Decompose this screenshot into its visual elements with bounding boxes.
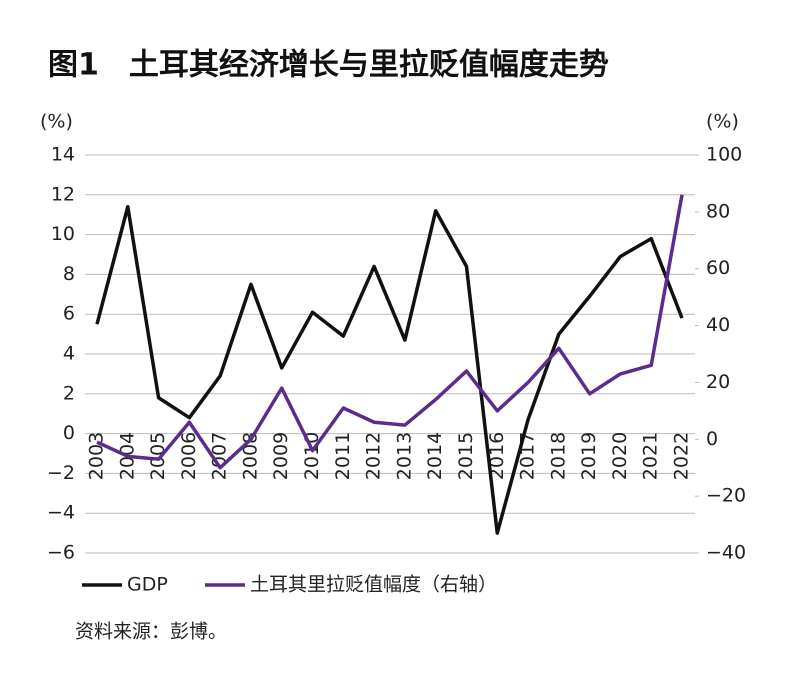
legend-label: 土耳其里拉贬值幅度（右轴） xyxy=(250,574,497,596)
x-tick-label: 2011 xyxy=(332,432,354,480)
y2-axis-unit: (%) xyxy=(706,111,739,133)
y2-tick-label: 80 xyxy=(706,200,730,222)
y2-tick-label: 0 xyxy=(706,428,718,450)
x-tick-label: 2019 xyxy=(578,432,600,480)
y2-tick-label: 60 xyxy=(706,257,730,279)
y-tick-label: −4 xyxy=(47,502,75,524)
x-tick-label: 2015 xyxy=(455,432,477,480)
y-tick-label: 8 xyxy=(63,263,75,285)
y-tick-label: 6 xyxy=(63,303,75,325)
y2-tick-label: −40 xyxy=(706,542,746,564)
x-tick-label: 2003 xyxy=(86,432,108,480)
y-tick-label: 0 xyxy=(63,422,75,444)
x-tick-label: 2006 xyxy=(178,432,200,480)
y2-tick-label: 20 xyxy=(706,371,730,393)
y2-tick-label: 100 xyxy=(706,144,742,166)
chart-title: 图1 土耳其经济增长与里拉贬值幅度走势 xyxy=(48,48,609,83)
y-tick-label: 14 xyxy=(51,144,75,166)
x-tick-label: 2021 xyxy=(640,432,662,480)
y-tick-label: 2 xyxy=(63,382,75,404)
x-tick-label: 2018 xyxy=(547,432,569,480)
x-tick-label: 2009 xyxy=(270,432,292,480)
y-tick-label: 10 xyxy=(51,223,75,245)
y-tick-label: 12 xyxy=(51,183,75,205)
series-line xyxy=(96,194,684,470)
x-tick-label: 2013 xyxy=(393,432,415,480)
series-line xyxy=(95,204,684,535)
y-tick-label: −6 xyxy=(47,542,75,564)
y-axis-unit: (%) xyxy=(40,111,73,133)
x-tick-label: 2022 xyxy=(671,432,693,480)
x-tick-label: 2014 xyxy=(424,432,446,480)
x-tick-label: 2005 xyxy=(147,432,169,480)
y-tick-label: −2 xyxy=(47,462,75,484)
x-tick-label: 2020 xyxy=(609,432,631,480)
x-tick-label: 2012 xyxy=(363,432,385,480)
x-tick-label: 2007 xyxy=(209,432,231,480)
source-note: 资料来源：彭博。 xyxy=(75,621,227,643)
y-tick-label: 4 xyxy=(63,343,75,365)
y2-tick-label: 40 xyxy=(706,314,730,336)
legend-label: GDP xyxy=(127,574,168,596)
y2-tick-label: −20 xyxy=(706,485,746,507)
